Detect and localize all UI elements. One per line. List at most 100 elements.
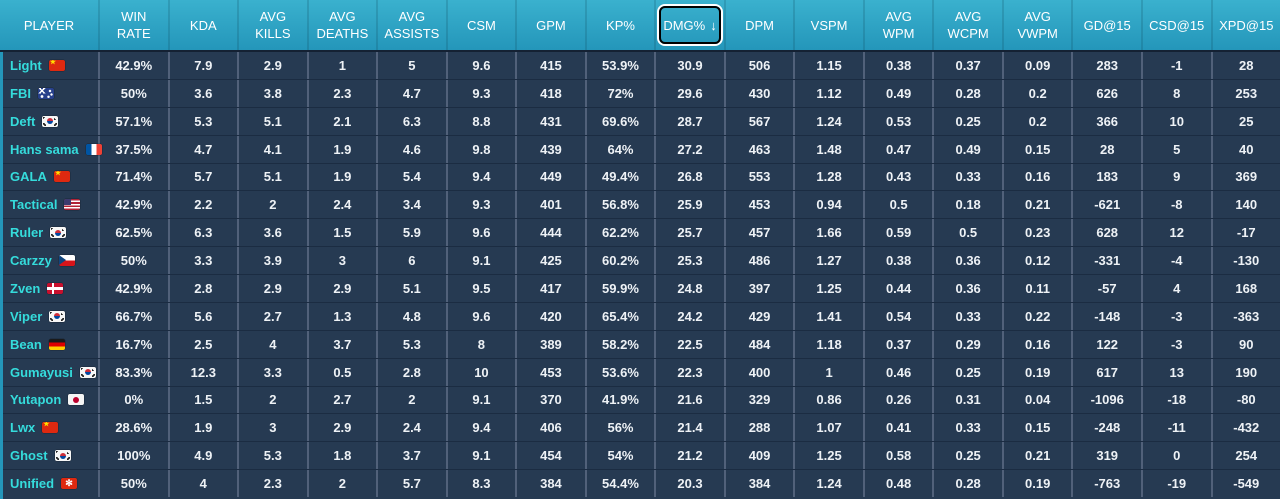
column-header-dmg_pct[interactable]: DMG% ↓: [656, 0, 726, 50]
column-header-avg_vwpm[interactable]: AVG VWPM: [1004, 0, 1074, 50]
player-cell[interactable]: Bean: [0, 330, 100, 358]
stat-cell: 420: [517, 302, 587, 330]
stat-cell: 50%: [100, 247, 170, 274]
stat-cell: 58.2%: [587, 330, 657, 358]
player-name[interactable]: Viper: [10, 308, 43, 324]
player-cell[interactable]: Hans sama: [0, 135, 102, 163]
column-header-csm[interactable]: CSM: [448, 0, 518, 50]
table-row: FBI 50% 3.6 3.8 2.3 4.7 9.3 418 72% 29.6 430 1.12 0…: [0, 79, 1280, 108]
player-cell[interactable]: Ghost: [0, 442, 100, 470]
player-cell[interactable]: Unified: [0, 470, 100, 497]
player-cell[interactable]: Light: [0, 52, 100, 79]
stat-cell: 5.1: [239, 163, 309, 191]
player-cell[interactable]: Lwx: [0, 414, 100, 442]
stat-cell: 0.46: [865, 358, 935, 386]
stat-cell: 389: [517, 330, 587, 358]
player-cell[interactable]: Viper: [0, 302, 100, 330]
stat-cell: 9.3: [448, 79, 518, 107]
player-name[interactable]: GALA: [10, 169, 47, 185]
stat-cell: 453: [517, 358, 587, 386]
column-header-label: XPD@15: [1219, 17, 1274, 33]
stat-cell: 430: [726, 79, 796, 107]
stat-cell: 0.49: [865, 79, 935, 107]
column-header-label: VSPM: [810, 17, 848, 33]
table-row: Lwx 28.6%1.932.92.49.440656%21.42881.070…: [0, 414, 1280, 443]
stat-cell: 6.3: [378, 107, 448, 135]
stat-cell: 122: [1073, 330, 1143, 358]
stat-cell: 1.5: [309, 219, 379, 247]
stat-cell: 29.6: [656, 79, 726, 107]
player-name[interactable]: Hans sama: [10, 141, 79, 157]
stat-cell: 0.43: [865, 163, 935, 191]
stat-cell: 9.6: [448, 302, 518, 330]
player-name[interactable]: Ghost: [10, 448, 48, 464]
table-header: PLAYER WIN RATE KDA AVG KILLS AVG DEATHS…: [0, 0, 1280, 52]
stat-cell: 2.1: [309, 107, 379, 135]
player-name[interactable]: Carzzy: [10, 253, 52, 269]
stat-cell: 1.25: [795, 275, 865, 302]
player-name[interactable]: Lwx: [10, 420, 36, 436]
player-cell[interactable]: Deft: [0, 107, 100, 135]
player-cell[interactable]: Zven: [0, 275, 100, 302]
player-name[interactable]: Zven: [10, 280, 41, 296]
stat-cell: 10: [1143, 107, 1213, 135]
player-cell[interactable]: Gumayusi: [0, 358, 100, 386]
player-cell[interactable]: FBI: [0, 79, 100, 107]
stat-cell: 444: [517, 219, 587, 247]
column-header-player[interactable]: PLAYER: [0, 0, 100, 50]
column-header-xpd15[interactable]: XPD@15: [1213, 0, 1280, 50]
stat-cell: 457: [726, 219, 796, 247]
player-name[interactable]: Ruler: [10, 225, 44, 241]
column-header-avg_assists[interactable]: AVG ASSISTS: [378, 0, 448, 50]
stat-cell: -80: [1236, 392, 1256, 408]
column-header-avg_kills[interactable]: AVG KILLS: [239, 0, 309, 50]
stat-cell: 370: [517, 386, 587, 414]
stat-cell: 0.21: [1004, 442, 1074, 470]
column-header-avg_wcpm[interactable]: AVG WCPM: [934, 0, 1004, 50]
stat-cell: 0.19: [1004, 358, 1074, 386]
column-header-kp_pct[interactable]: KP%: [587, 0, 657, 50]
player-name[interactable]: Yutapon: [10, 392, 62, 408]
stat-cell: 0.23: [1004, 219, 1074, 247]
flag-icon: [85, 143, 102, 155]
column-header-dpm[interactable]: DPM: [726, 0, 796, 50]
player-name[interactable]: Deft: [10, 113, 36, 129]
player-name[interactable]: Light: [10, 57, 42, 73]
column-header-csd15[interactable]: CSD@15: [1143, 0, 1213, 50]
column-header-gpm[interactable]: GPM: [517, 0, 587, 50]
column-header-avg_wpm[interactable]: AVG WPM: [865, 0, 935, 50]
player-name[interactable]: Bean: [10, 336, 42, 352]
stat-cell: -11: [1143, 414, 1213, 442]
stat-cell: 0.04: [1004, 386, 1074, 414]
player-cell[interactable]: GALA: [0, 163, 100, 191]
player-name[interactable]: Gumayusi: [10, 364, 73, 380]
stat-cell: 65.4%: [587, 302, 657, 330]
stat-cell: 406: [517, 414, 587, 442]
stat-cell: 9.4: [448, 163, 518, 191]
stat-cell: 22.3: [656, 358, 726, 386]
stat-cell: 1.12: [795, 79, 865, 107]
column-header-label: AVG WPM: [882, 9, 915, 41]
player-name[interactable]: FBI: [10, 85, 31, 101]
player-name[interactable]: Tactical: [10, 197, 58, 213]
stat-cell: 9.1: [448, 247, 518, 274]
player-cell[interactable]: Carzzy: [0, 247, 100, 274]
player-cell[interactable]: Yutapon: [0, 386, 100, 414]
column-header-win_rate[interactable]: WIN RATE: [100, 0, 170, 50]
column-header-gd15[interactable]: GD@15: [1073, 0, 1143, 50]
stat-cell: 37.5%: [100, 135, 170, 163]
column-header-kda[interactable]: KDA: [170, 0, 240, 50]
stat-cell: 0.48: [865, 470, 935, 497]
player-cell[interactable]: Tactical: [0, 191, 100, 219]
column-header-avg_deaths[interactable]: AVG DEATHS: [309, 0, 379, 50]
stat-cell: 1.48: [795, 135, 865, 163]
stat-cell: 3.7: [378, 442, 448, 470]
column-header-vspm[interactable]: VSPM: [795, 0, 865, 50]
player-cell[interactable]: Ruler: [0, 219, 100, 247]
stat-cell: 10: [448, 358, 518, 386]
player-name[interactable]: Unified: [10, 476, 55, 492]
stat-cell: -363: [1233, 308, 1260, 324]
stat-cell: 417: [517, 275, 587, 302]
stat-cell: 168: [1235, 280, 1258, 296]
stat-cell: 0.15: [1004, 414, 1074, 442]
